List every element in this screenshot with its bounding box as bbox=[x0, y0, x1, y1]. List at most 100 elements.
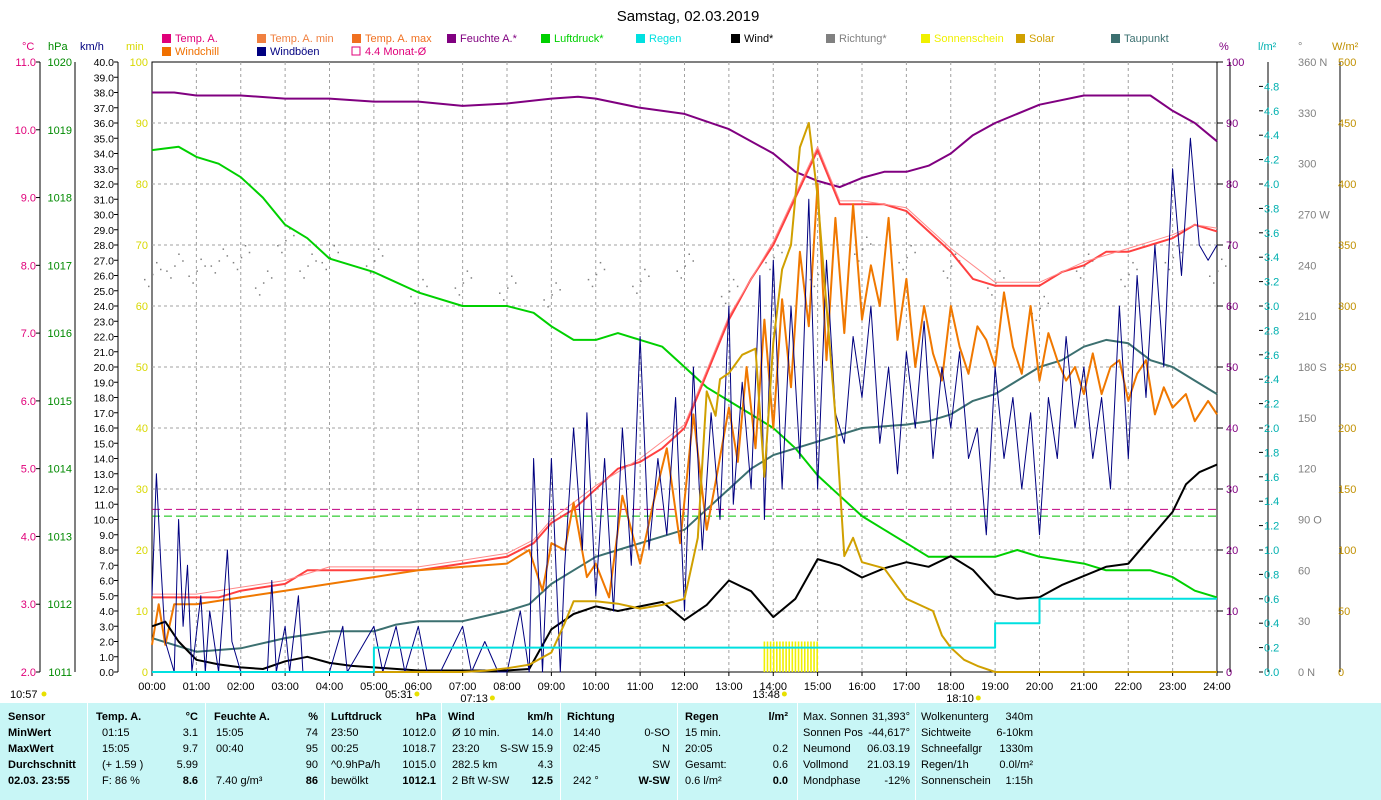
wind-tick: 33.0 bbox=[94, 164, 115, 176]
direction-dot bbox=[426, 285, 428, 288]
direction-dot bbox=[254, 287, 257, 289]
chart-title: Samstag, 02.03.2019 bbox=[617, 8, 760, 25]
pct-tick: 90 bbox=[1226, 118, 1238, 130]
legend-label: Solar bbox=[1029, 33, 1055, 45]
rain-tick: 0.8 bbox=[1264, 569, 1279, 581]
panel-wind-value: 15.9 bbox=[531, 743, 553, 755]
wind-tick: 36.0 bbox=[94, 118, 115, 130]
panel-header-dir: Richtung bbox=[567, 711, 615, 723]
legend-swatch bbox=[1111, 34, 1120, 43]
direction-dot bbox=[321, 261, 323, 264]
pct-tick: 50 bbox=[1226, 362, 1238, 374]
pressure-tick: 1014 bbox=[48, 464, 72, 476]
panel-astro-label: Max. Sonnen bbox=[803, 711, 868, 723]
panel-rain-time: 0.6 l/m² bbox=[685, 775, 722, 787]
panel-astro-value: 1:15h bbox=[1005, 775, 1033, 787]
direction-dot bbox=[499, 292, 501, 294]
sun-icon bbox=[489, 695, 495, 701]
min-tick: 20 bbox=[136, 545, 148, 557]
temp-tick: 3.0 bbox=[21, 599, 36, 611]
min-tick: 80 bbox=[136, 179, 148, 191]
wind-tick: 13.0 bbox=[94, 469, 115, 481]
direction-dot bbox=[591, 285, 594, 288]
direction-dot bbox=[236, 268, 239, 271]
rain-tick: 1.0 bbox=[1264, 545, 1279, 557]
panel-press-value: 1015.0 bbox=[402, 759, 436, 771]
pressure-tick: 1011 bbox=[48, 667, 72, 679]
panel-wind-time: 2 Bft W-SW bbox=[452, 775, 510, 787]
pct-tick: 30 bbox=[1226, 484, 1238, 496]
direction-dot bbox=[1120, 278, 1122, 281]
pct-tick: 60 bbox=[1226, 301, 1238, 313]
direction-dot bbox=[188, 275, 190, 277]
min-tick: 60 bbox=[136, 301, 148, 313]
direction-dot bbox=[636, 292, 638, 294]
panel-wind-time: 23:20 bbox=[452, 743, 480, 755]
direction-dot bbox=[507, 287, 509, 289]
panel-header-press: Luftdruck bbox=[331, 711, 382, 723]
legend-swatch bbox=[162, 47, 171, 56]
wind-tick: 11.0 bbox=[94, 499, 114, 511]
panel-press-time: 00:25 bbox=[331, 743, 359, 755]
panel-temp-value: 5.99 bbox=[176, 759, 198, 771]
pct-tick: 40 bbox=[1226, 423, 1238, 435]
panel-row-label: MaxWert bbox=[8, 743, 54, 755]
x-tick: 14:00 bbox=[759, 681, 787, 693]
panel-astro-label: Sonnenschein bbox=[921, 775, 991, 787]
series-taupunkt bbox=[151, 338, 1218, 653]
min-tick: 50 bbox=[136, 362, 148, 374]
direction-dot bbox=[773, 256, 775, 259]
series-windb-en bbox=[151, 137, 1218, 673]
x-tick: 00:00 bbox=[138, 681, 166, 693]
direction-dot bbox=[299, 270, 301, 272]
panel-rain-time: Gesamt: bbox=[685, 759, 727, 771]
wind-tick: 37.0 bbox=[94, 103, 115, 115]
dir-tick: 360 N bbox=[1298, 57, 1327, 69]
series-luftdruck bbox=[151, 145, 1218, 599]
temp-tick: 2.0 bbox=[21, 667, 36, 679]
x-tick: 19:00 bbox=[981, 681, 1009, 693]
panel-astro-value: -44,617° bbox=[868, 727, 910, 739]
panel-temp-time: 15:05 bbox=[102, 743, 130, 755]
direction-dot bbox=[218, 260, 221, 262]
stats-panel bbox=[0, 703, 1381, 800]
panel-header-rain: Regen bbox=[685, 711, 719, 723]
rain-tick: 2.6 bbox=[1264, 350, 1279, 362]
dir-tick: 60 bbox=[1298, 565, 1310, 577]
wind-tick: 10.0 bbox=[94, 515, 115, 527]
legend-label: Windböen bbox=[270, 46, 320, 58]
direction-dot bbox=[470, 277, 473, 279]
panel-hum-value: 90 bbox=[305, 759, 318, 771]
x-tick: 13:00 bbox=[715, 681, 743, 693]
wind-tick: 19.0 bbox=[94, 377, 115, 389]
solar-tick: 250 bbox=[1338, 362, 1356, 374]
pct-tick: 0 bbox=[1226, 667, 1232, 679]
rain-tick: 3.2 bbox=[1264, 277, 1279, 289]
direction-dot bbox=[946, 277, 949, 279]
solar-tick: 0 bbox=[1338, 667, 1344, 679]
panel-astro-label: Regen/1h bbox=[921, 759, 969, 771]
direction-dot bbox=[543, 299, 545, 301]
pct-tick: 70 bbox=[1226, 240, 1238, 252]
pct-tick: 10 bbox=[1226, 606, 1238, 618]
rain-tick: 4.2 bbox=[1264, 155, 1279, 167]
pct-tick: 80 bbox=[1226, 179, 1238, 191]
rain-tick: 3.6 bbox=[1264, 228, 1279, 240]
dir-tick: 30 bbox=[1298, 616, 1310, 628]
direction-dot bbox=[377, 248, 380, 250]
x-tick: 03:00 bbox=[271, 681, 299, 693]
direction-dot bbox=[1213, 282, 1215, 284]
time-marker: 07:13 bbox=[460, 693, 488, 703]
wind-tick: 14.0 bbox=[94, 454, 115, 466]
direction-dot bbox=[200, 258, 202, 261]
rain-tick: 3.4 bbox=[1264, 252, 1279, 264]
direction-dot bbox=[555, 282, 557, 284]
panel-astro-value: 6-10km bbox=[996, 727, 1033, 739]
wind-tick: 20.0 bbox=[94, 362, 115, 374]
wind-tick: 16.0 bbox=[94, 423, 115, 435]
x-tick: 05:00 bbox=[360, 681, 388, 693]
legend-label: Richtung* bbox=[839, 33, 887, 45]
temp-tick: 10.0 bbox=[15, 125, 36, 137]
temp-tick: 6.0 bbox=[21, 396, 36, 408]
direction-dot bbox=[248, 251, 251, 254]
